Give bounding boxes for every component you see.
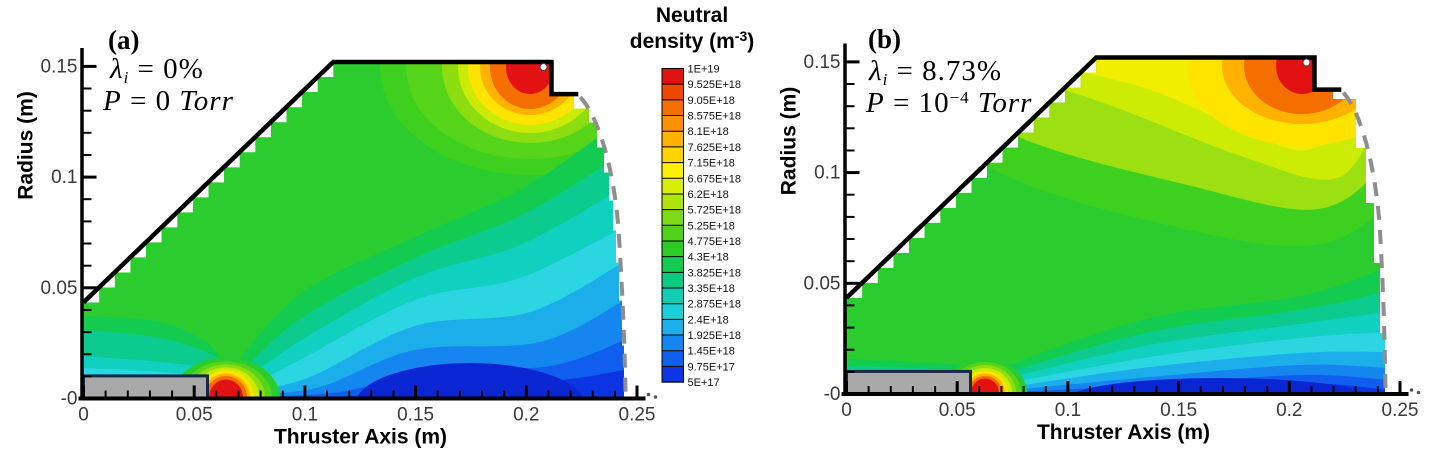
svg-text:0.1: 0.1 (292, 405, 318, 426)
svg-text:0.15: 0.15 (397, 405, 434, 426)
svg-text:6.2E+18: 6.2E+18 (688, 189, 729, 201)
svg-text:3.35E+18: 3.35E+18 (688, 283, 735, 295)
svg-text:4.3E+18: 4.3E+18 (688, 252, 729, 264)
svg-text:λi = 8.73%: λi = 8.73% (868, 55, 1002, 89)
svg-text:(b): (b) (868, 24, 901, 54)
svg-text:2.4E+18: 2.4E+18 (688, 314, 729, 326)
svg-text:P = 0 Torr: P = 0 Torr (102, 85, 234, 117)
svg-text:8.1E+18: 8.1E+18 (688, 126, 729, 138)
svg-text:Thruster Axis (m): Thruster Axis (m) (1037, 421, 1210, 444)
svg-text:0.05: 0.05 (939, 400, 976, 421)
svg-text:1.925E+18: 1.925E+18 (688, 330, 742, 342)
svg-text:0.05: 0.05 (804, 273, 841, 294)
svg-text:density (m-3): density (m-3) (630, 28, 754, 53)
svg-text:9.75E+17: 9.75E+17 (688, 361, 735, 373)
svg-text:5E+17: 5E+17 (688, 377, 720, 389)
svg-text:3.825E+18: 3.825E+18 (688, 267, 742, 279)
svg-text:0: 0 (78, 405, 89, 426)
svg-text:Thruster Axis (m): Thruster Axis (m) (274, 426, 447, 449)
svg-text:0.05: 0.05 (176, 405, 213, 426)
svg-text:1E+19: 1E+19 (688, 64, 720, 76)
svg-text:2.875E+18: 2.875E+18 (688, 299, 742, 311)
svg-text:6.675E+18: 6.675E+18 (688, 173, 742, 185)
svg-text:0.15: 0.15 (804, 52, 841, 73)
svg-text:0.05: 0.05 (41, 278, 78, 299)
svg-text:0: 0 (841, 400, 852, 421)
svg-text:9.05E+18: 9.05E+18 (688, 95, 735, 107)
svg-text:5.725E+18: 5.725E+18 (688, 205, 742, 217)
svg-text:0.25: 0.25 (619, 405, 656, 426)
svg-text:-0: -0 (61, 389, 78, 410)
svg-text:Radius (m): Radius (m) (778, 87, 801, 196)
svg-text:4.775E+18: 4.775E+18 (688, 236, 742, 248)
svg-text:0.15: 0.15 (1160, 400, 1197, 421)
svg-text:5.25E+18: 5.25E+18 (688, 220, 735, 232)
svg-text:0.1: 0.1 (51, 167, 77, 188)
svg-text:0.25: 0.25 (1382, 400, 1419, 421)
svg-text:Neutral: Neutral (656, 4, 728, 27)
svg-text:(a): (a) (108, 25, 139, 55)
svg-text:P = 10−4 Torr: P = 10−4 Torr (865, 87, 1032, 119)
svg-text:7.15E+18: 7.15E+18 (688, 158, 735, 170)
svg-text:Radius (m): Radius (m) (15, 91, 38, 200)
svg-text:9.525E+18: 9.525E+18 (688, 79, 742, 91)
svg-text:0.2: 0.2 (1276, 400, 1302, 421)
svg-text:λi = 0%: λi = 0% (109, 53, 204, 87)
svg-text:0.1: 0.1 (814, 163, 840, 184)
svg-text:1.45E+18: 1.45E+18 (688, 346, 735, 358)
svg-text:7.625E+18: 7.625E+18 (688, 142, 742, 154)
svg-text:-0: -0 (824, 384, 841, 405)
svg-text:0.15: 0.15 (41, 56, 78, 77)
svg-text:0.2: 0.2 (513, 405, 539, 426)
svg-text:8.575E+18: 8.575E+18 (688, 111, 742, 123)
svg-text:0.1: 0.1 (1055, 400, 1081, 421)
